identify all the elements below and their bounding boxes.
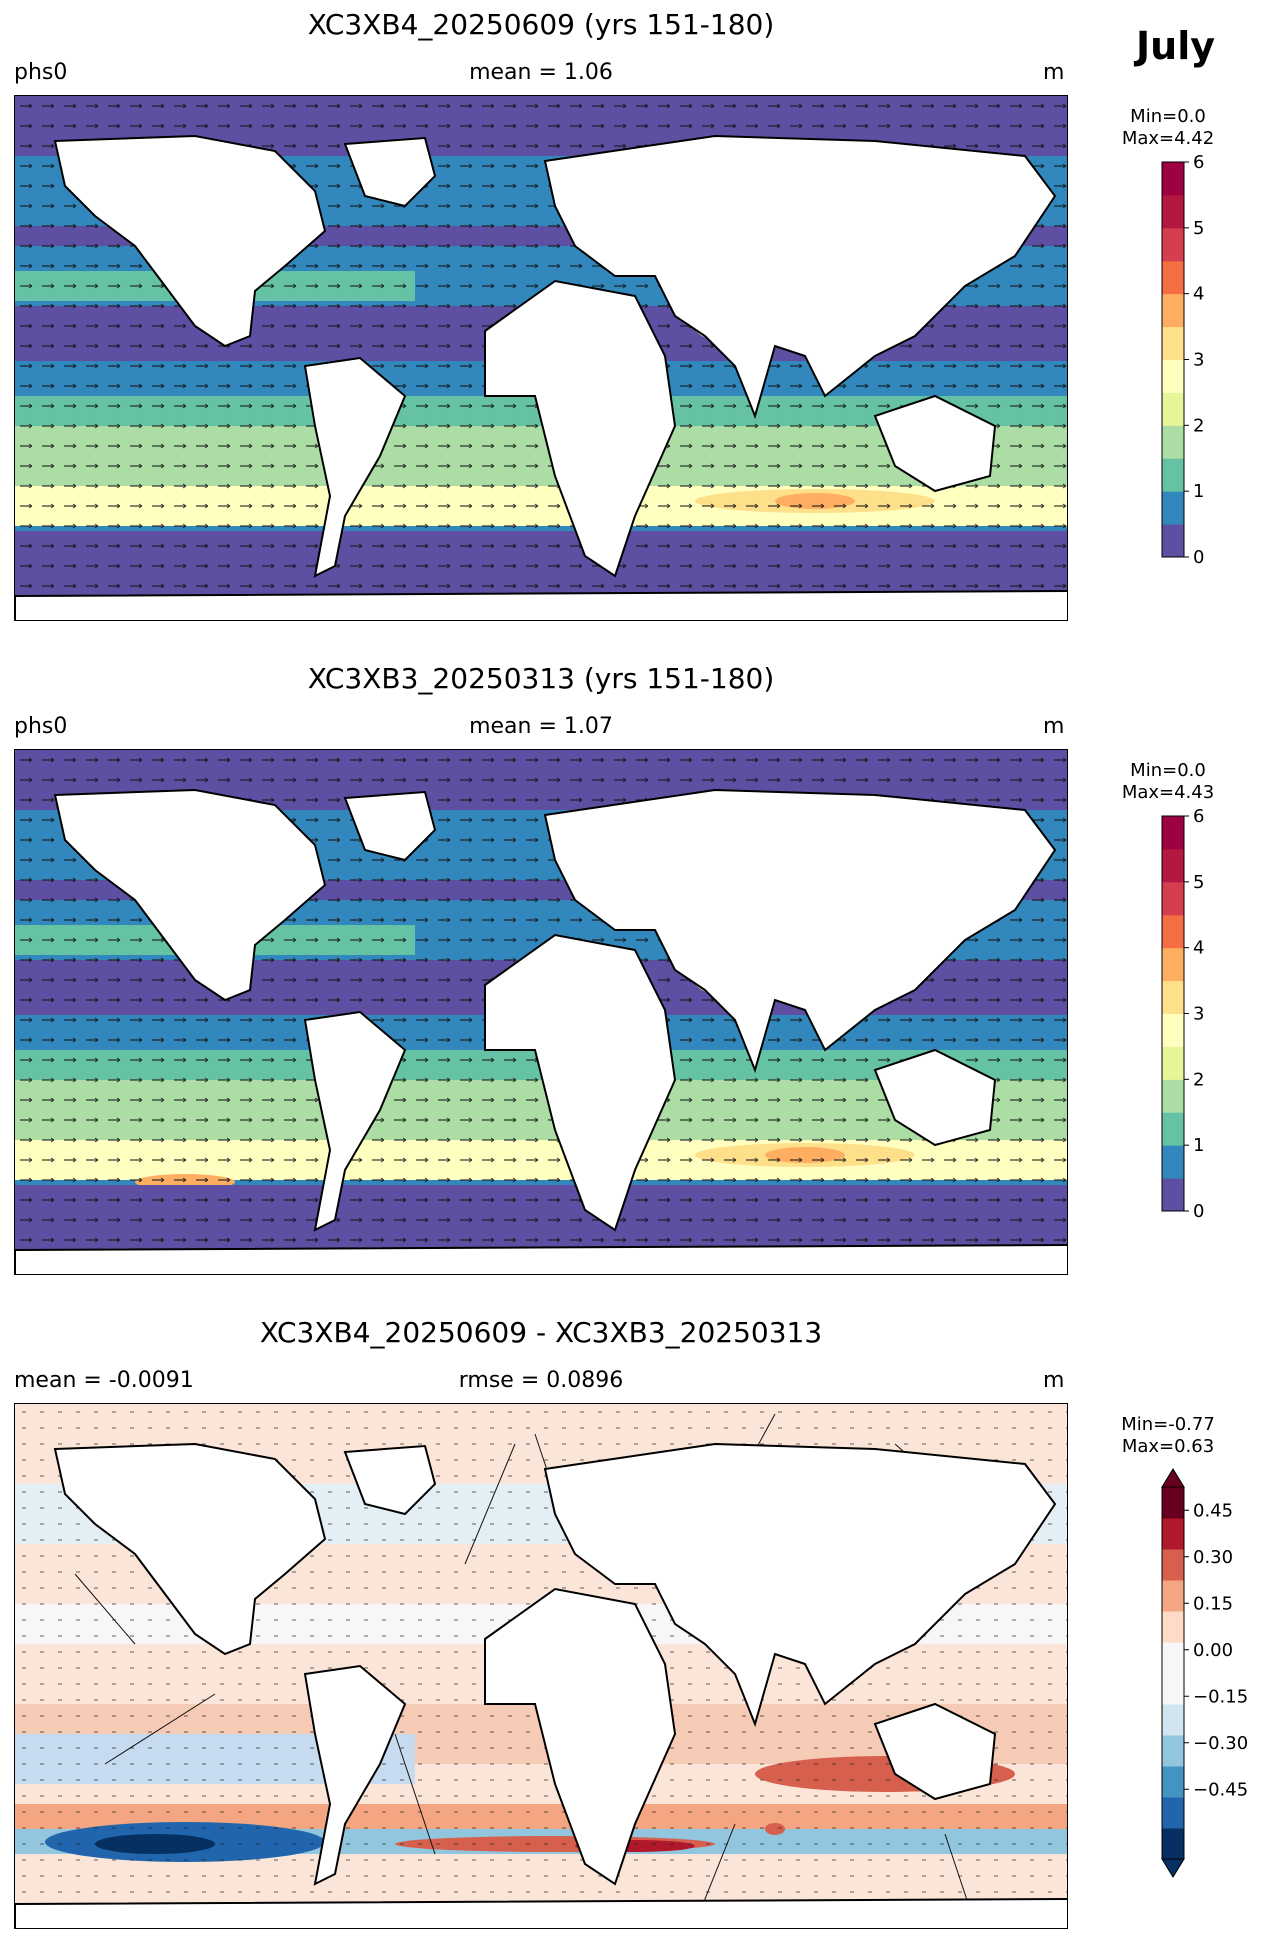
colorbar-swatch bbox=[1162, 1673, 1184, 1705]
panel-1-units: m bbox=[1043, 60, 1065, 85]
colorbar-swatch bbox=[1162, 227, 1184, 262]
colorbar-swatch bbox=[1162, 293, 1184, 328]
month-label: July bbox=[1136, 24, 1215, 68]
panel-3-max: Max=0.63 bbox=[1121, 1436, 1215, 1457]
colorbar-tick-label: 2 bbox=[1193, 415, 1204, 436]
colorbar-swatch bbox=[1162, 1828, 1184, 1860]
colorbar-swatch bbox=[1162, 1549, 1184, 1581]
colorbar-swatch bbox=[1162, 491, 1184, 525]
colorbar-swatch bbox=[1162, 524, 1184, 558]
colorbar-tick-label: 0.45 bbox=[1193, 1500, 1233, 1521]
colorbar-svg: −0.45 −0.30 −0.15 0.00 0.15 0.30 0.45 bbox=[1161, 1468, 1248, 1878]
panel-2-map bbox=[14, 749, 1068, 1275]
colorbar-tick-label: −0.30 bbox=[1193, 1733, 1248, 1754]
colorbar-swatch bbox=[1162, 1797, 1184, 1829]
panel-2-variable: phs0 bbox=[14, 714, 68, 739]
colorbar-swatch bbox=[1162, 947, 1184, 982]
panel-3-min: Min=-0.77 bbox=[1121, 1414, 1215, 1435]
colorbar-svg: 0 1 2 3 4 5 6 bbox=[1161, 806, 1204, 1222]
colorbar-swatch bbox=[1162, 1704, 1184, 1736]
colorbar-swatch bbox=[1162, 1079, 1184, 1113]
colorbar-tick-label: 4 bbox=[1193, 938, 1204, 959]
panel-3-rmse: rmse = 0.0896 bbox=[458, 1368, 624, 1393]
colorbar-tick-label: −0.15 bbox=[1193, 1686, 1248, 1707]
colorbar-swatch bbox=[1162, 1013, 1184, 1047]
colorbar-swatch bbox=[1162, 1046, 1184, 1080]
colorbar-swatch bbox=[1162, 816, 1184, 850]
panel-1-map bbox=[14, 95, 1068, 621]
colorbar-swatch bbox=[1162, 1518, 1184, 1550]
colorbar-tick-label: 0.00 bbox=[1193, 1640, 1233, 1661]
colorbar-frame bbox=[1161, 1486, 1185, 1860]
colorbar-swatch bbox=[1162, 848, 1184, 883]
panel-1-min: Min=0.0 bbox=[1130, 106, 1206, 127]
panel-2-min: Min=0.0 bbox=[1130, 760, 1206, 781]
colorbar-extend-max bbox=[1161, 1468, 1185, 1488]
panel-2-mean: mean = 1.07 bbox=[469, 714, 613, 739]
colorbar-swatch bbox=[1162, 980, 1184, 1014]
colorbar-swatch bbox=[1162, 1112, 1184, 1146]
colorbar-swatch bbox=[1162, 1487, 1184, 1519]
colorbar-swatch bbox=[1162, 1145, 1184, 1179]
panel-1-mean: mean = 1.06 bbox=[469, 60, 613, 85]
colorbar-swatch bbox=[1162, 425, 1184, 459]
colorbar-tick-label: 3 bbox=[1193, 350, 1204, 371]
colorbar-tick-label: 5 bbox=[1193, 218, 1204, 239]
colorbar-swatch bbox=[1162, 1735, 1184, 1767]
panel-1-colorbar: 0 1 2 3 4 5 6 bbox=[1161, 152, 1252, 568]
panel-2-colorbar: 0 1 2 3 4 5 6 bbox=[1161, 806, 1252, 1222]
colorbar-swatch bbox=[1162, 359, 1184, 393]
colorbar-swatch bbox=[1162, 1580, 1184, 1612]
colorbar-tick-label: 2 bbox=[1193, 1069, 1204, 1090]
colorbar-swatch bbox=[1162, 1611, 1184, 1643]
panel-3-map bbox=[14, 1403, 1068, 1929]
colorbar-swatch bbox=[1162, 881, 1184, 916]
colorbar-swatch bbox=[1162, 194, 1184, 229]
colorbar-tick-label: 0.15 bbox=[1193, 1593, 1233, 1614]
colorbar-swatch bbox=[1162, 1178, 1184, 1212]
colorbar-tick-label: 1 bbox=[1193, 481, 1204, 502]
panel-2-title: XC3XB3_20250313 (yrs 151-180) bbox=[307, 662, 775, 695]
colorbar-tick-label: 4 bbox=[1193, 284, 1204, 305]
panel-3-mean: mean = -0.0091 bbox=[14, 1368, 194, 1393]
panel-1-title: XC3XB4_20250609 (yrs 151-180) bbox=[307, 8, 775, 41]
panel-1-max: Max=4.42 bbox=[1121, 128, 1215, 149]
colorbar-extend-min bbox=[1161, 1858, 1185, 1878]
colorbar-swatch bbox=[1162, 162, 1184, 196]
colorbar-swatch bbox=[1162, 392, 1184, 426]
colorbar-tick-label: 3 bbox=[1193, 1004, 1204, 1025]
colorbar-swatch bbox=[1162, 1642, 1184, 1674]
colorbar-tick-label: 5 bbox=[1193, 872, 1204, 893]
colorbar-swatch bbox=[1162, 458, 1184, 492]
colorbar-tick-label: 6 bbox=[1193, 152, 1204, 173]
colorbar-tick-label: 1 bbox=[1193, 1135, 1204, 1156]
panel-2-units: m bbox=[1043, 714, 1065, 739]
colorbar-swatch bbox=[1162, 1766, 1184, 1798]
colorbar-swatch bbox=[1162, 914, 1184, 949]
colorbar-tick-label: 0 bbox=[1193, 1201, 1204, 1222]
colorbar-swatch bbox=[1162, 260, 1184, 295]
colorbar-tick-label: −0.45 bbox=[1193, 1779, 1248, 1800]
panel-1-variable: phs0 bbox=[14, 60, 68, 85]
colorbar-tick-label: 6 bbox=[1193, 806, 1204, 827]
panel-3-units: m bbox=[1043, 1368, 1065, 1393]
panel-2-max: Max=4.43 bbox=[1121, 782, 1215, 803]
colorbar-tick-label: 0 bbox=[1193, 547, 1204, 568]
colorbar-tick-label: 0.30 bbox=[1193, 1547, 1233, 1568]
panel-3-title: XC3XB4_20250609 - XC3XB3_20250313 bbox=[259, 1316, 823, 1349]
panel-3-colorbar: −0.45 −0.30 −0.15 0.00 0.15 0.30 0.45 bbox=[1161, 1467, 1252, 1879]
colorbar-swatch bbox=[1162, 326, 1184, 360]
colorbar-svg: 0 1 2 3 4 5 6 bbox=[1161, 152, 1204, 568]
